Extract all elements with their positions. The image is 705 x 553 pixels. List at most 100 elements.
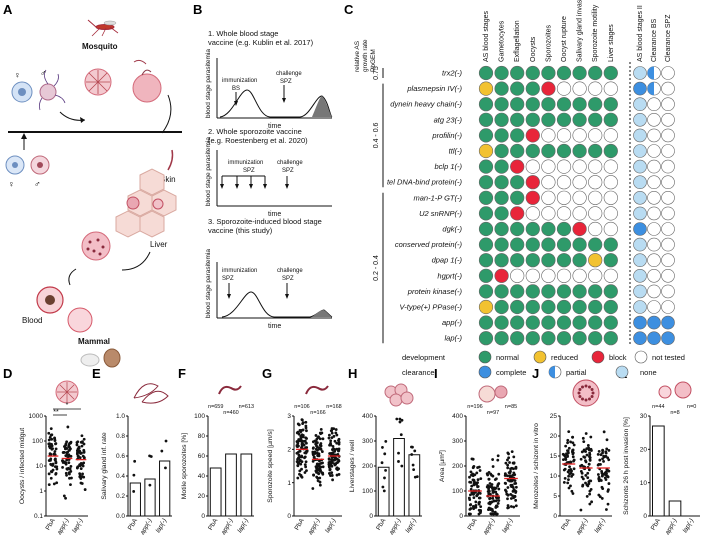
- x-tick-label: PbA: [467, 517, 480, 532]
- data-point: [83, 488, 87, 491]
- y-tick-label: 0: [201, 513, 205, 520]
- data-point: [607, 482, 611, 485]
- data-point: [567, 446, 571, 450]
- c-yaxis-title-line2: growth rate: [362, 39, 369, 72]
- dev-phenotype-circle: [572, 206, 587, 221]
- dev-phenotype-circle: [478, 97, 494, 112]
- data-point: [305, 437, 308, 440]
- data-point: [587, 468, 591, 472]
- y-tick-label: 0: [553, 513, 557, 520]
- y-tick-label: 100: [32, 438, 43, 445]
- column-header: Sporozoites: [545, 25, 552, 62]
- dev-phenotype-circle: [572, 237, 587, 252]
- clearance-circle: [633, 253, 647, 268]
- clearance-circle: [633, 159, 647, 174]
- b3-spz: SPZ: [222, 276, 234, 282]
- y-tick-label: 25: [550, 413, 558, 420]
- y-tick-label: 2: [287, 447, 291, 454]
- data-point: [487, 508, 490, 512]
- data-point: [476, 466, 480, 469]
- data-point: [296, 457, 299, 461]
- data-point: [82, 442, 86, 446]
- data-point: [297, 438, 301, 442]
- data-point: [506, 458, 509, 462]
- dev-phenotype-circle: [525, 65, 540, 81]
- data-point: [411, 463, 415, 467]
- data-point: [584, 473, 588, 477]
- dev-phenotype-circle: [541, 284, 556, 299]
- data-point: [496, 454, 500, 458]
- y-tick-label: 1000: [29, 413, 44, 420]
- data-point: [413, 449, 417, 453]
- data-point: [581, 483, 585, 487]
- y-tick-label: 100: [194, 413, 205, 420]
- dev-phenotype-circle: [572, 268, 587, 283]
- data-point: [513, 473, 517, 477]
- data-point: [79, 467, 83, 470]
- bar: [144, 478, 156, 517]
- x-tick-label: lap(-): [236, 518, 250, 535]
- legend-clearance: clearance: [402, 368, 435, 377]
- data-point: [489, 492, 492, 496]
- data-point: [317, 463, 321, 467]
- dev-phenotype-circle: [478, 237, 494, 252]
- y-tick-label: 20: [640, 447, 648, 454]
- data-point: [584, 432, 588, 435]
- data-point: [602, 454, 606, 458]
- data-point: [69, 465, 73, 468]
- clearance-circle: [633, 222, 647, 236]
- dev-phenotype-circle: [541, 159, 556, 174]
- data-point: [571, 435, 574, 439]
- dev-phenotype-circle: [603, 315, 618, 330]
- data-point: [47, 438, 51, 442]
- b3-xlabel: time: [268, 323, 281, 330]
- data-point: [469, 480, 473, 484]
- data-point: [304, 446, 308, 450]
- data-point: [47, 431, 51, 435]
- dev-phenotype-circle: [525, 331, 540, 346]
- data-point: [67, 453, 71, 457]
- data-point: [331, 478, 334, 482]
- data-point: [479, 505, 483, 509]
- data-point: [495, 512, 499, 516]
- dev-phenotype-circle: [478, 253, 494, 268]
- data-point: [332, 447, 336, 451]
- dev-phenotype-circle: [603, 237, 618, 252]
- data-point: [604, 478, 608, 482]
- data-point: [384, 468, 387, 472]
- clearance-circle: [633, 113, 647, 127]
- clearance-circle: [633, 175, 647, 189]
- data-point: [81, 454, 85, 458]
- data-point: [160, 449, 164, 453]
- data-point: [327, 436, 331, 440]
- mammal-label: Mammal: [78, 337, 110, 346]
- x-tick-label: PbA: [45, 517, 58, 532]
- data-point: [316, 454, 320, 457]
- n-label: n=659: [208, 404, 223, 410]
- clearance-column-header: Clearance SPZ: [665, 14, 672, 62]
- data-point: [149, 455, 153, 458]
- dev-phenotype-circle: [603, 65, 618, 81]
- column-header: Liver stages: [608, 24, 615, 62]
- clearance-circle: [633, 331, 647, 346]
- n-label: n=8: [670, 410, 679, 416]
- data-point: [50, 447, 54, 451]
- merozoite-dot: [591, 391, 595, 395]
- x-tick-label: PbA: [560, 517, 573, 532]
- column-header: Gametocytes: [499, 20, 506, 62]
- data-point: [81, 472, 84, 476]
- dev-phenotype-circle: [603, 331, 618, 346]
- legend-not-tested: not tested: [652, 353, 685, 362]
- n-label: n=97: [487, 410, 499, 416]
- y-axis-label: Liverstages / well: [349, 439, 356, 492]
- panel-letter-f: F: [178, 366, 186, 381]
- data-point: [568, 465, 571, 469]
- clearance-circle: [647, 268, 661, 283]
- panel-e: 1.0 0.8 0.6 0.4 0.2 0.0 Salivary gland inf. ra…: [101, 383, 172, 536]
- data-point: [69, 454, 73, 458]
- data-point: [472, 492, 475, 496]
- data-point: [78, 472, 82, 476]
- data-point: [496, 502, 500, 505]
- data-point: [330, 474, 334, 477]
